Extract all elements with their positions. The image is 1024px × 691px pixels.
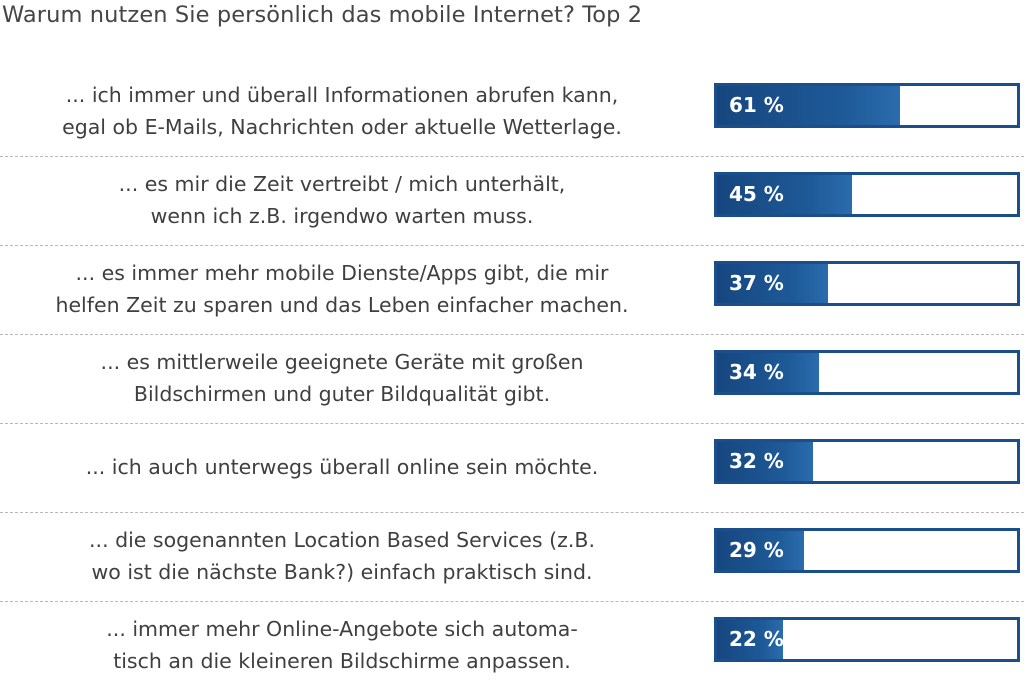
bar-value-label: 29 %: [729, 538, 784, 562]
bar-fill: [717, 531, 804, 570]
bar-fill: [717, 442, 813, 481]
bar-track: 37 %: [714, 261, 1020, 306]
bar-fill: [717, 86, 900, 125]
bar-fill: [717, 175, 852, 214]
bar-value-label: 37 %: [729, 271, 784, 295]
bar-track: 32 %: [714, 439, 1020, 484]
category-label: ... es immer mehr mobile Dienste/Apps gi…: [0, 246, 684, 332]
category-label-line: egal ob E-Mails, Nachrichten oder aktuel…: [62, 115, 622, 139]
bar-value-label: 45 %: [729, 182, 784, 206]
bar-track: 45 %: [714, 172, 1020, 217]
chart-row: ... es mir die Zeit vertreibt / mich unt…: [0, 157, 1024, 246]
bar-value-label: 34 %: [729, 360, 784, 384]
bar-value-label: 32 %: [729, 449, 784, 473]
category-label: ... es mir die Zeit vertreibt / mich unt…: [0, 157, 684, 243]
category-label-line: ... ich immer und überall Informationen …: [65, 83, 619, 107]
chart-row: ... immer mehr Online-Angebote sich auto…: [0, 602, 1024, 691]
category-label: ... die sogenannten Location Based Servi…: [0, 513, 684, 599]
chart-row: ... es immer mehr mobile Dienste/Apps gi…: [0, 246, 1024, 335]
category-label-line: tisch an die kleineren Bildschirme anpas…: [113, 649, 571, 673]
chart-row: ... ich immer und überall Informationen …: [0, 68, 1024, 157]
bar-track: 22 %: [714, 617, 1020, 662]
bar-value-label: 61 %: [729, 93, 784, 117]
category-label: ... es mittlerweile geeignete Geräte mit…: [0, 335, 684, 421]
category-label: ... immer mehr Online-Angebote sich auto…: [0, 602, 684, 688]
category-label-line: ... immer mehr Online-Angebote sich auto…: [106, 617, 578, 641]
chart-row: ... es mittlerweile geeignete Geräte mit…: [0, 335, 1024, 424]
chart-title: Warum nutzen Sie persönlich das mobile I…: [2, 2, 643, 28]
category-label-line: wenn ich z.B. irgendwo warten muss.: [150, 204, 534, 228]
category-label-line: Bildschirmen und guter Bildqualität gibt…: [133, 382, 551, 406]
bar-track: 34 %: [714, 350, 1020, 395]
category-label: ... ich immer und überall Informationen …: [0, 68, 684, 154]
bar-chart: ... ich immer und überall Informationen …: [0, 68, 1024, 691]
category-label-line: helfen Zeit zu sparen und das Leben einf…: [55, 293, 629, 317]
category-label-line: wo ist die nächste Bank?) einfach prakti…: [91, 560, 593, 584]
category-label-line: ... es immer mehr mobile Dienste/Apps gi…: [75, 261, 609, 285]
category-label-line: ... es mir die Zeit vertreibt / mich unt…: [118, 172, 566, 196]
bar-fill: [717, 620, 783, 659]
category-label-line: ... es mittlerweile geeignete Geräte mit…: [100, 350, 584, 374]
bar-track: 61 %: [714, 83, 1020, 128]
bar-track: 29 %: [714, 528, 1020, 573]
category-label-line: ... ich auch unterwegs überall online se…: [85, 455, 599, 479]
bar-fill: [717, 264, 828, 303]
bar-fill: [717, 353, 819, 392]
bar-value-label: 22 %: [729, 627, 784, 651]
category-label: ... ich auch unterwegs überall online se…: [0, 424, 684, 510]
chart-row: ... die sogenannten Location Based Servi…: [0, 513, 1024, 602]
chart-row: ... ich auch unterwegs überall online se…: [0, 424, 1024, 513]
category-label-line: ... die sogenannten Location Based Servi…: [89, 528, 595, 552]
